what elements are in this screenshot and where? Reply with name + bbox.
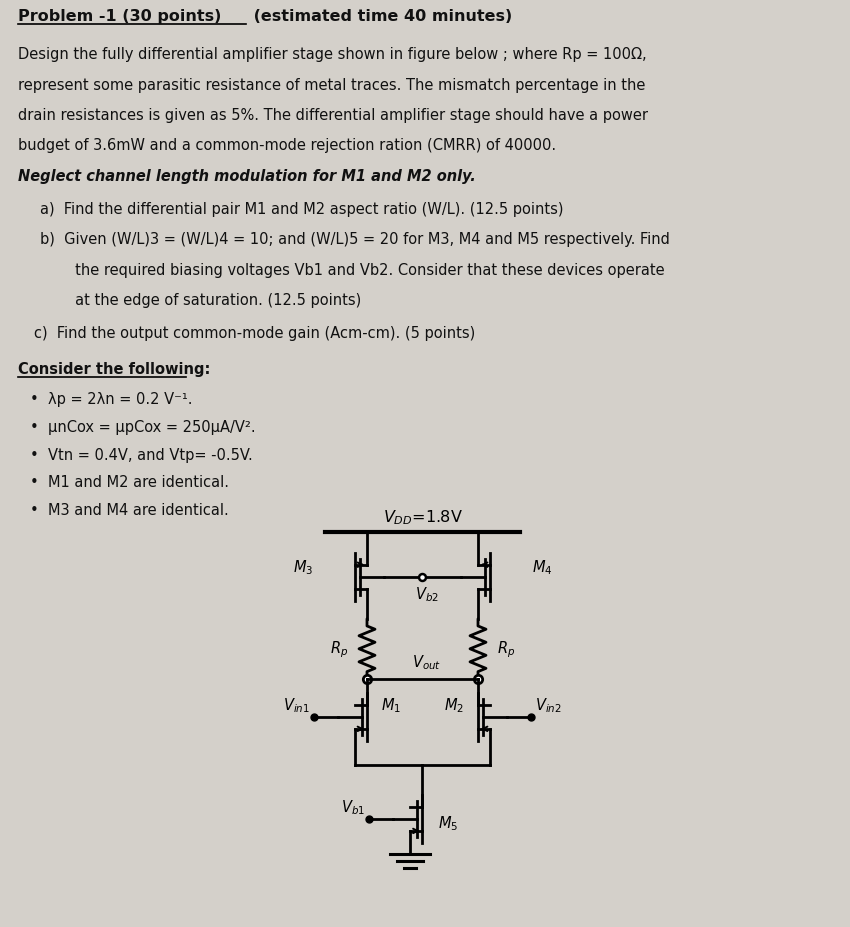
Text: $M_5$: $M_5$ [439, 813, 459, 832]
Text: $V_{DD}$=1.8V: $V_{DD}$=1.8V [382, 507, 462, 527]
Text: Consider the following:: Consider the following: [18, 362, 210, 376]
Text: represent some parasitic resistance of metal traces. The mismatch percentage in : represent some parasitic resistance of m… [18, 78, 645, 93]
Text: $V_{in1}$: $V_{in1}$ [283, 695, 310, 714]
Text: •  μnCox = μpCox = 250μA/V².: • μnCox = μpCox = 250μA/V². [30, 420, 256, 435]
Text: a)  Find the differential pair M1 and M2 aspect ratio (W/L). (12.5 points): a) Find the differential pair M1 and M2 … [40, 202, 564, 217]
Text: budget of 3.6mW and a common-mode rejection ration (CMRR) of 40000.: budget of 3.6mW and a common-mode reject… [18, 138, 556, 153]
Text: Problem -1 (30 points): Problem -1 (30 points) [18, 8, 221, 24]
Text: $M_2$: $M_2$ [444, 695, 464, 714]
Text: $V_{out}$: $V_{out}$ [412, 654, 441, 672]
Text: at the edge of saturation. (12.5 points): at the edge of saturation. (12.5 points) [52, 293, 361, 308]
Text: $M_3$: $M_3$ [293, 558, 313, 577]
Text: drain resistances is given as 5%. The differential amplifier stage should have a: drain resistances is given as 5%. The di… [18, 108, 648, 123]
Text: •  M1 and M2 are identical.: • M1 and M2 are identical. [30, 475, 229, 489]
Text: $V_{in2}$: $V_{in2}$ [535, 695, 562, 714]
Text: Design the fully differential amplifier stage shown in figure below ; where Rp =: Design the fully differential amplifier … [18, 47, 647, 62]
Text: (estimated time 40 minutes): (estimated time 40 minutes) [248, 8, 513, 24]
Text: c)  Find the output common-mode gain (Acm-cm). (5 points): c) Find the output common-mode gain (Acm… [34, 325, 475, 341]
Text: •  Vtn = 0.4V, and Vtp= -0.5V.: • Vtn = 0.4V, and Vtp= -0.5V. [30, 447, 252, 462]
Text: b)  Given (W/L)3 = (W/L)4 = 10; and (W/L)5 = 20 for M3, M4 and M5 respectively. : b) Given (W/L)3 = (W/L)4 = 10; and (W/L)… [40, 232, 670, 247]
Text: $M_4$: $M_4$ [532, 558, 552, 577]
Text: $V_{b2}$: $V_{b2}$ [415, 585, 439, 603]
Text: •  M3 and M4 are identical.: • M3 and M4 are identical. [30, 502, 229, 517]
Text: $M_1$: $M_1$ [381, 695, 401, 714]
Text: the required biasing voltages Vb1 and Vb2. Consider that these devices operate: the required biasing voltages Vb1 and Vb… [52, 262, 665, 277]
Text: $R_p$: $R_p$ [330, 639, 348, 659]
Text: $V_{b1}$: $V_{b1}$ [342, 797, 366, 816]
Text: Neglect channel length modulation for M1 and M2 only.: Neglect channel length modulation for M1… [18, 169, 476, 184]
Text: $R_p$: $R_p$ [497, 639, 515, 659]
Text: •  λp = 2λn = 0.2 V⁻¹.: • λp = 2λn = 0.2 V⁻¹. [30, 392, 192, 407]
